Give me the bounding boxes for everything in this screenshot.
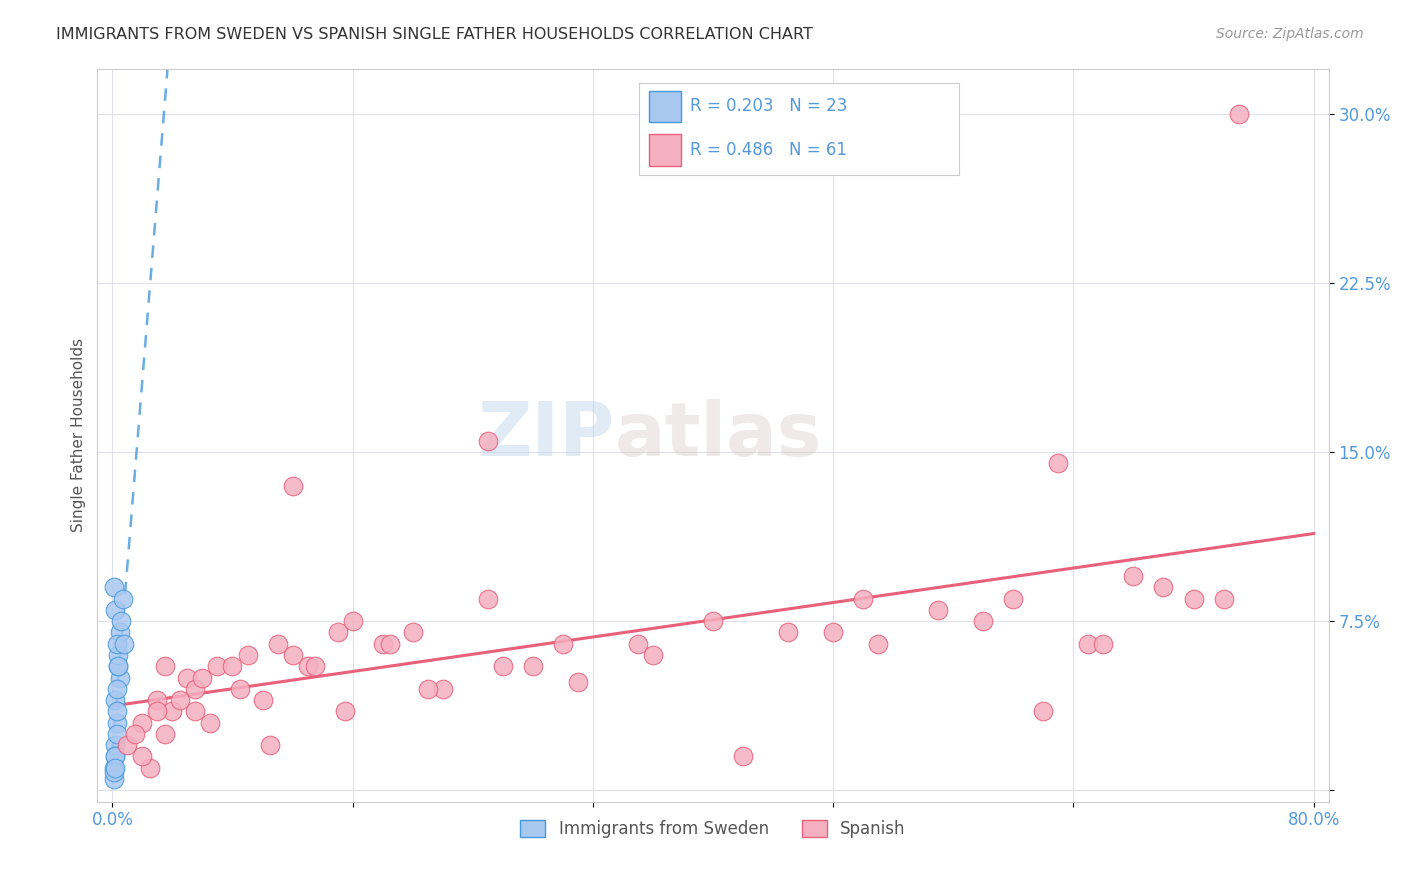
Point xyxy=(333,704,356,718)
Point xyxy=(823,625,845,640)
Point xyxy=(104,761,127,775)
Point xyxy=(492,659,515,673)
Point xyxy=(103,580,125,594)
Legend: Immigrants from Sweden, Spanish: Immigrants from Sweden, Spanish xyxy=(513,813,912,845)
Point xyxy=(868,637,890,651)
Point xyxy=(326,625,349,640)
Point xyxy=(191,671,214,685)
Point xyxy=(103,765,125,780)
Point xyxy=(551,637,574,651)
Point xyxy=(131,715,153,730)
Point xyxy=(702,614,724,628)
Point xyxy=(432,681,454,696)
Point xyxy=(107,659,129,673)
Point xyxy=(124,727,146,741)
Point xyxy=(169,693,191,707)
Point xyxy=(297,659,319,673)
Point xyxy=(131,749,153,764)
Point xyxy=(153,659,176,673)
Point xyxy=(107,648,129,662)
Point xyxy=(342,614,364,628)
Point xyxy=(198,715,221,730)
Point xyxy=(146,704,169,718)
Point xyxy=(184,681,207,696)
Point xyxy=(207,659,229,673)
Point xyxy=(108,625,131,640)
Point xyxy=(105,715,128,730)
Point xyxy=(105,727,128,741)
Point xyxy=(103,772,125,786)
Point xyxy=(107,659,129,673)
Point xyxy=(104,738,127,752)
Point xyxy=(184,704,207,718)
Point xyxy=(522,659,544,673)
Point xyxy=(281,648,304,662)
Point xyxy=(252,693,274,707)
Point xyxy=(304,659,326,673)
Point xyxy=(1227,106,1250,120)
Point xyxy=(146,693,169,707)
Point xyxy=(627,637,650,651)
Point xyxy=(103,761,125,775)
Point xyxy=(259,738,281,752)
Point xyxy=(1032,704,1054,718)
Point xyxy=(105,681,128,696)
Point xyxy=(402,625,425,640)
Point xyxy=(567,675,589,690)
Point xyxy=(104,749,127,764)
Point xyxy=(477,434,499,448)
Point xyxy=(1182,591,1205,606)
Point xyxy=(477,591,499,606)
Point xyxy=(281,479,304,493)
Point xyxy=(731,749,754,764)
Text: atlas: atlas xyxy=(614,399,823,472)
Point xyxy=(110,614,132,628)
Point xyxy=(105,704,128,718)
Point xyxy=(117,738,139,752)
Point xyxy=(1092,637,1115,651)
Point xyxy=(1077,637,1099,651)
Point xyxy=(371,637,394,651)
Point xyxy=(378,637,401,651)
Point xyxy=(104,603,127,617)
Text: ZIP: ZIP xyxy=(477,399,614,472)
Point xyxy=(104,693,127,707)
Point xyxy=(641,648,664,662)
Point xyxy=(104,749,127,764)
Point xyxy=(221,659,243,673)
Point xyxy=(1047,456,1070,470)
Point xyxy=(1122,569,1144,583)
Point xyxy=(1153,580,1175,594)
Point xyxy=(176,671,198,685)
Text: IMMIGRANTS FROM SWEDEN VS SPANISH SINGLE FATHER HOUSEHOLDS CORRELATION CHART: IMMIGRANTS FROM SWEDEN VS SPANISH SINGLE… xyxy=(56,27,813,42)
Point xyxy=(153,727,176,741)
Point xyxy=(112,637,135,651)
Point xyxy=(927,603,949,617)
Point xyxy=(1212,591,1234,606)
Point xyxy=(111,591,134,606)
Point xyxy=(105,637,128,651)
Text: Source: ZipAtlas.com: Source: ZipAtlas.com xyxy=(1216,27,1364,41)
Point xyxy=(852,591,875,606)
Point xyxy=(108,671,131,685)
Y-axis label: Single Father Households: Single Father Households xyxy=(72,338,86,533)
Point xyxy=(1002,591,1025,606)
Point xyxy=(972,614,994,628)
Point xyxy=(416,681,439,696)
Point xyxy=(778,625,800,640)
Point xyxy=(236,648,259,662)
Point xyxy=(139,761,162,775)
Point xyxy=(162,704,184,718)
Point xyxy=(229,681,252,696)
Point xyxy=(266,637,288,651)
